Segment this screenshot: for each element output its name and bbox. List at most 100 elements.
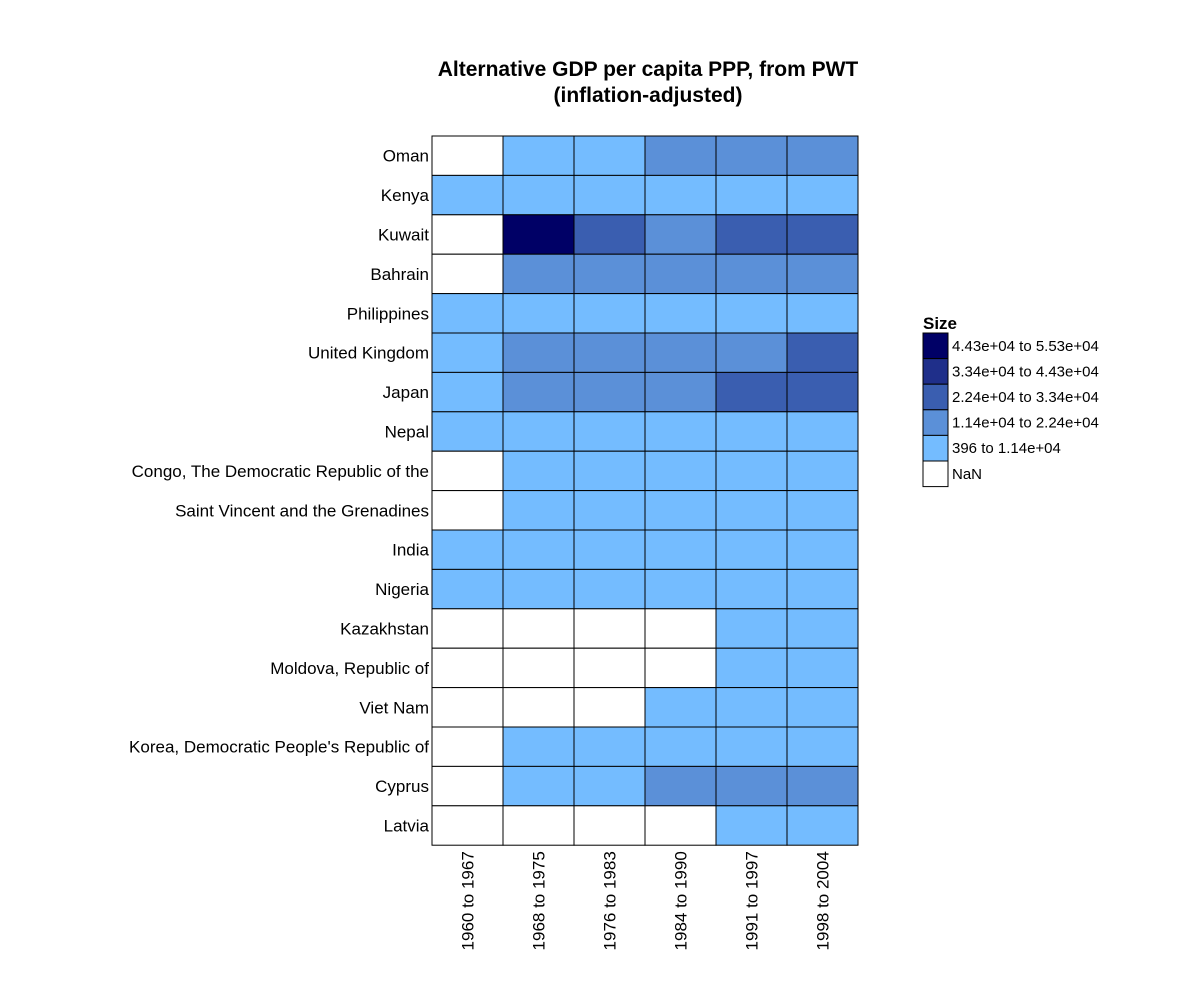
heatmap-cell: [431, 647, 504, 689]
legend-swatch: [922, 434, 949, 462]
heatmap-cell: [715, 765, 788, 807]
column-label: 1984 to 1990: [672, 851, 691, 950]
legend-label: 1.14e+04 to 2.24e+04: [952, 415, 1099, 432]
heatmap-cell: [786, 529, 859, 570]
heatmap-cell: [786, 568, 859, 610]
row-label: Philippines: [347, 304, 429, 323]
heatmap-cell: [573, 765, 646, 807]
row-label: Kenya: [381, 186, 430, 205]
heatmap-cell: [573, 411, 646, 452]
heatmap-cell: [715, 411, 788, 452]
heatmap-cell: [502, 608, 575, 649]
heatmap-cell: [786, 647, 859, 689]
column-label: 1976 to 1983: [601, 851, 620, 950]
heatmap-cell: [502, 371, 575, 413]
heatmap-cell: [644, 332, 717, 373]
heatmap-cell: [715, 687, 788, 728]
row-label: Kuwait: [378, 226, 429, 245]
row-label: United Kingdom: [308, 344, 429, 363]
heatmap-cell: [431, 293, 504, 334]
heatmap-cell: [573, 214, 646, 255]
legend-swatch: [922, 460, 949, 488]
column-label: 1998 to 2004: [814, 851, 833, 950]
heatmap-cell: [644, 253, 717, 295]
heatmap-cell: [715, 805, 788, 846]
heatmap-cell: [715, 214, 788, 255]
heatmap-cell: [644, 371, 717, 413]
heatmap-cell: [786, 332, 859, 373]
heatmap-cell: [786, 687, 859, 728]
heatmap-cell: [502, 174, 575, 216]
heatmap-cell: [502, 805, 575, 846]
legend-label: NaN: [952, 466, 982, 483]
heatmap-cell: [786, 293, 859, 334]
heatmap-cell: [786, 371, 859, 413]
row-label: Kazakhstan: [340, 620, 429, 639]
heatmap-cell: [573, 174, 646, 216]
heatmap-cell: [786, 450, 859, 492]
chart-title-line-2: (inflation-adjusted): [554, 84, 743, 107]
heatmap-cell: [431, 253, 504, 295]
heatmap-cell: [715, 135, 788, 176]
heatmap-cell: [573, 805, 646, 846]
heatmap-cell: [786, 253, 859, 295]
row-label: Viet Nam: [359, 698, 429, 717]
heatmap-cell: [644, 726, 717, 767]
legend-swatch: [922, 332, 949, 360]
column-label: 1991 to 1997: [743, 851, 762, 950]
heatmap-cells: [431, 135, 859, 846]
heatmap-cell: [431, 805, 504, 846]
heatmap-cell: [715, 174, 788, 216]
row-label: Bahrain: [370, 265, 429, 284]
heatmap-cell: [573, 253, 646, 295]
row-label: Japan: [383, 383, 429, 402]
legend-swatch: [922, 409, 949, 436]
legend-swatch: [922, 383, 949, 411]
row-label: Latvia: [384, 817, 430, 836]
heatmap-cell: [786, 726, 859, 767]
heatmap-cell: [502, 293, 575, 334]
heatmap-cell: [786, 411, 859, 452]
heatmap-cell: [431, 529, 504, 570]
heatmap-cell: [715, 647, 788, 689]
heatmap-cell: [502, 411, 575, 452]
row-label: India: [392, 541, 429, 560]
heatmap-cell: [502, 687, 575, 728]
row-labels: Oman Kenya Kuwait Bahrain Philippines United …: [129, 147, 429, 836]
heatmap-cell: [502, 214, 575, 255]
heatmap-cell: [786, 765, 859, 807]
row-label: Congo, The Democratic Republic of the: [132, 462, 429, 481]
heatmap-cell: [431, 608, 504, 649]
heatmap-cell: [502, 647, 575, 689]
heatmap-cell: [502, 253, 575, 295]
heatmap-cell: [644, 174, 717, 216]
heatmap-cell: [502, 135, 575, 176]
heatmap-cell: [715, 450, 788, 492]
heatmap-cell: [644, 687, 717, 728]
heatmap-cell: [715, 371, 788, 413]
legend-label: 4.43e+04 to 5.53e+04: [952, 338, 1099, 355]
row-label: Oman: [383, 147, 429, 166]
heatmap-cell: [431, 371, 504, 413]
heatmap-cell: [644, 490, 717, 531]
row-label: Nepal: [385, 423, 429, 442]
heatmap-cell: [786, 805, 859, 846]
heatmap-cell: [644, 647, 717, 689]
heatmap-cell: [715, 253, 788, 295]
heatmap-cell: [502, 568, 575, 610]
heatmap-cell: [502, 726, 575, 767]
heatmap-cell: [715, 490, 788, 531]
heatmap-cell: [573, 371, 646, 413]
row-label: Saint Vincent and the Grenadines: [175, 501, 429, 520]
row-label: Cyprus: [375, 777, 429, 796]
heatmap-cell: [644, 608, 717, 649]
row-label: Moldova, Republic of: [270, 659, 429, 678]
heatmap-cell: [644, 214, 717, 255]
legend: Size 4.43e+04 to 5.53e+04 3.34e+04 to 4.4…: [922, 314, 1099, 488]
chart-title-line-1: Alternative GDP per capita PPP, from PWT: [438, 58, 859, 81]
heatmap-cell: [715, 293, 788, 334]
heatmap-cell: [573, 726, 646, 767]
heatmap-cell: [715, 608, 788, 649]
heatmap-cell: [715, 568, 788, 610]
